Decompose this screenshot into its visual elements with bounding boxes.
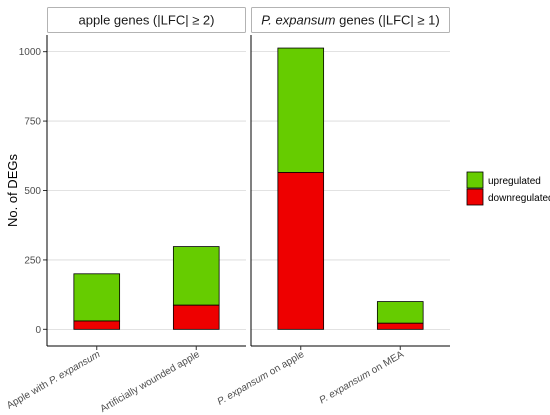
facet-title-0: apple genes (|LFC| ≥ 2) xyxy=(78,13,214,28)
y-tick-label-1: 250 xyxy=(24,255,41,266)
bar-upregulated-0-1 xyxy=(172,246,220,306)
x-tick-label-0-1: Artificially wounded apple xyxy=(99,349,203,415)
legend-key-downregulated xyxy=(466,188,484,206)
y-tick-label-0: 0 xyxy=(35,325,41,336)
bar-upregulated-1-0 xyxy=(277,47,325,173)
bar-downregulated-1-1 xyxy=(376,322,424,330)
x-tick-label-1-0: P. expansum on apple xyxy=(216,349,307,408)
bar-upregulated-0-0 xyxy=(73,273,121,322)
y-tick-label-4: 1000 xyxy=(19,47,42,58)
facet-strip-1 xyxy=(251,7,450,33)
y-axis-title: No. of DEGs xyxy=(5,154,20,227)
y-tick-label-2: 500 xyxy=(24,186,41,197)
legend-label-upregulated: upregulated xyxy=(488,176,541,187)
facet-title-1: P. expansum genes (|LFC| ≥ 1) xyxy=(261,13,439,28)
bar-downregulated-0-1 xyxy=(172,304,220,330)
facet-strip-0 xyxy=(47,7,246,33)
legend-key-upregulated xyxy=(466,171,484,189)
x-tick-label-1-1: P. expansum on MEA xyxy=(318,349,406,406)
bar-downregulated-1-0 xyxy=(277,172,325,330)
x-tick-label-0-0: Apple with P. expansum xyxy=(5,349,102,412)
y-tick-label-3: 750 xyxy=(24,117,41,128)
bar-downregulated-0-0 xyxy=(73,320,121,330)
legend-label-downregulated: downregulated xyxy=(488,193,550,204)
bar-upregulated-1-1 xyxy=(376,301,424,324)
